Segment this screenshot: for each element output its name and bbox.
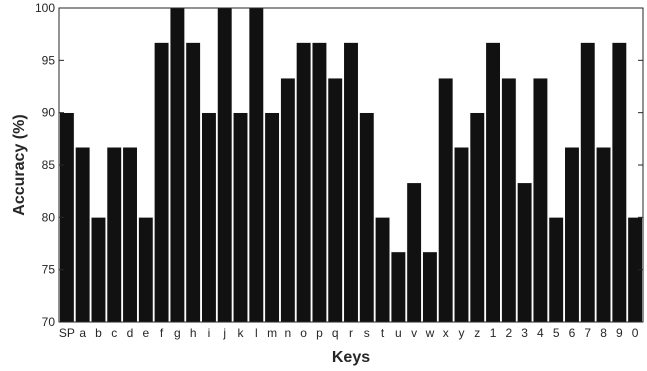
x-tick-label: i xyxy=(208,326,211,340)
x-ticks-group: SP a b c d e f g h i j k l m n o p q r s t u v w x y z 1 2 3 4 5 6 7 8 9 0 xyxy=(59,326,639,340)
bar-t xyxy=(375,217,391,323)
bar-v xyxy=(406,182,422,323)
x-tick-label: 5 xyxy=(553,326,560,340)
x-tick-label: w xyxy=(425,326,435,340)
bar-4 xyxy=(532,77,548,323)
bar-c xyxy=(106,146,122,323)
bar-b xyxy=(90,217,107,323)
x-tick-label: 0 xyxy=(632,326,639,340)
bar-n xyxy=(280,77,296,323)
bar-j xyxy=(217,7,233,323)
y-tick-label: 75 xyxy=(42,263,56,277)
x-tick-label: SP xyxy=(59,326,75,340)
x-tick-label: r xyxy=(349,326,353,340)
bar-i xyxy=(201,112,217,323)
bar-p xyxy=(311,42,327,323)
bar-f xyxy=(154,42,170,323)
bar-w xyxy=(422,251,438,323)
x-tick-label: 9 xyxy=(616,326,623,340)
x-tick-label: 6 xyxy=(569,326,576,340)
x-tick-label: d xyxy=(127,326,134,340)
bar-y xyxy=(453,146,470,323)
x-tick-label: n xyxy=(285,326,292,340)
bar-g xyxy=(169,7,185,323)
x-tick-label: 4 xyxy=(537,326,544,340)
bar-8 xyxy=(595,146,612,323)
bar-l xyxy=(248,7,264,323)
x-tick-label: 7 xyxy=(584,326,591,340)
x-tick-label: a xyxy=(79,326,86,340)
x-axis-title: Keys xyxy=(332,349,370,366)
y-tick-label: 70 xyxy=(42,315,56,329)
bar-k xyxy=(232,112,249,323)
bar-5 xyxy=(548,217,564,323)
bar-z xyxy=(469,112,485,323)
x-tick-label: g xyxy=(174,326,181,340)
y-tick-label: 95 xyxy=(42,53,56,67)
bar-7 xyxy=(580,42,596,323)
bar-3 xyxy=(517,182,533,323)
x-tick-label: y xyxy=(458,326,464,340)
bar-9 xyxy=(611,42,627,323)
y-tick-label: 85 xyxy=(42,158,56,172)
y-ticks-group: 70 75 80 85 90 95 100 xyxy=(35,1,643,329)
bar-s xyxy=(359,112,375,323)
bar-m xyxy=(264,112,280,323)
x-tick-label: m xyxy=(267,326,277,340)
x-tick-label: c xyxy=(111,326,117,340)
bars-group xyxy=(59,7,643,323)
y-tick-label: 90 xyxy=(42,106,56,120)
x-tick-label: t xyxy=(381,326,385,340)
x-tick-label: z xyxy=(474,326,480,340)
x-tick-label: x xyxy=(443,326,449,340)
y-axis-title: Accuracy (%) xyxy=(11,114,28,215)
x-tick-label: u xyxy=(395,326,402,340)
bar-x xyxy=(438,77,454,323)
bar-q xyxy=(327,77,343,323)
plot-frame xyxy=(58,7,644,323)
x-tick-label: 2 xyxy=(505,326,512,340)
x-tick-label: 1 xyxy=(490,326,497,340)
bar-d xyxy=(122,146,138,323)
bar-1 xyxy=(485,42,501,323)
bar-6 xyxy=(564,146,580,323)
x-tick-label: s xyxy=(364,326,370,340)
x-tick-label: l xyxy=(255,326,258,340)
x-tick-label: o xyxy=(300,326,307,340)
x-tick-label: f xyxy=(160,326,164,340)
x-tick-label: h xyxy=(190,326,197,340)
bar-h xyxy=(185,42,201,323)
x-tick-label: 8 xyxy=(600,326,607,340)
x-tick-label: 3 xyxy=(521,326,528,340)
x-tick-label: k xyxy=(238,326,245,340)
y-tick-label: 80 xyxy=(42,210,56,224)
bar-o xyxy=(296,42,312,323)
bar-2 xyxy=(501,77,517,323)
x-tick-label: j xyxy=(222,326,226,340)
x-tick-label: e xyxy=(142,326,149,340)
bar-u xyxy=(390,251,406,323)
x-tick-label: b xyxy=(95,326,102,340)
x-tick-label: v xyxy=(411,326,417,340)
y-tick-label: 100 xyxy=(35,1,55,15)
bar-a xyxy=(75,146,91,323)
x-tick-label: q xyxy=(332,326,339,340)
bar-r xyxy=(343,42,359,323)
bar-e xyxy=(138,217,154,323)
x-tick-label: p xyxy=(316,326,323,340)
